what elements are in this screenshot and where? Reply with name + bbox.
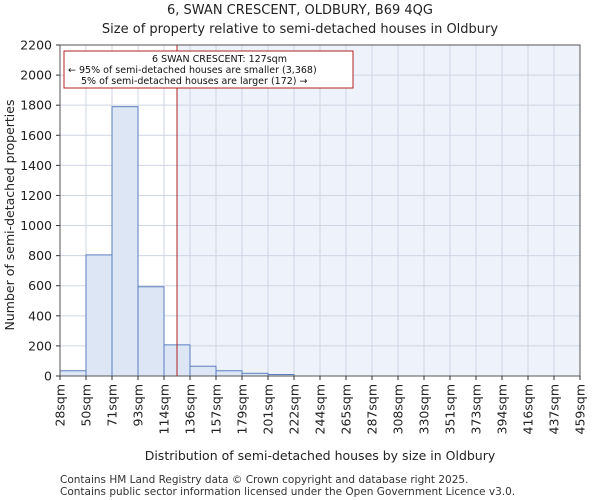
x-tick-label: 157sqm (209, 384, 224, 434)
bar (111, 106, 139, 377)
x-tick-label: 114sqm (157, 384, 172, 434)
y-tick-label: 0 (44, 369, 52, 384)
y-tick-label: 1600 (20, 128, 52, 143)
x-tick-label: 394sqm (495, 384, 510, 434)
chart-title: 6, SWAN CRESCENT, OLDBURY, B69 4QG (167, 3, 433, 18)
x-tick-label: 351sqm (443, 384, 458, 434)
y-tick-label: 400 (28, 308, 52, 323)
y-tick-label: 1000 (20, 218, 52, 233)
x-tick-label: 136sqm (183, 384, 198, 434)
x-tick-label: 93sqm (131, 384, 146, 427)
plot-area: 0 200 400 600 800 1000 1200 1400 1600 1800 2000 220… (20, 38, 587, 435)
y-axis-label: Number of semi-detached properties (2, 100, 17, 331)
y-tick-label: 600 (28, 278, 52, 293)
y-tick-label: 200 (28, 338, 52, 353)
footer-line-2: Contains public sector information licen… (60, 486, 515, 498)
x-tick-label: 179sqm (235, 384, 250, 434)
y-tick-label: 1200 (20, 188, 52, 203)
y-tick-label: 800 (28, 248, 52, 263)
x-tick-label: 71sqm (105, 384, 120, 427)
bar (215, 370, 243, 377)
annotation-line-1: 6 SWAN CRESCENT: 127sqm (152, 54, 287, 65)
x-tick-label: 265sqm (339, 384, 354, 434)
y-tick-label: 2000 (20, 68, 52, 83)
bar (59, 370, 87, 377)
annotation-line-3: 5% of semi-detached houses are larger (1… (81, 76, 308, 87)
x-tick-label: 416sqm (521, 384, 536, 434)
x-tick-label: 244sqm (313, 384, 328, 434)
x-tick-label: 459sqm (573, 384, 588, 434)
x-tick-label: 28sqm (53, 384, 68, 427)
larger-region-shade (177, 45, 580, 376)
footer-line-1: Contains HM Land Registry data © Crown c… (60, 474, 468, 486)
x-tick-label: 373sqm (469, 384, 484, 434)
annotation-line-2: ← 95% of semi-detached houses are smalle… (68, 65, 317, 76)
y-tick-label: 1400 (20, 158, 52, 173)
x-tick-label: 437sqm (547, 384, 562, 434)
chart-subtitle: Size of property relative to semi-detach… (102, 22, 498, 37)
x-tick-label: 330sqm (417, 384, 432, 434)
annotation-box (63, 50, 354, 89)
x-tick-label: 222sqm (287, 384, 302, 434)
x-axis-label: Distribution of semi-detached houses by … (145, 448, 496, 463)
y-tick-label: 1800 (20, 98, 52, 113)
bar (137, 286, 165, 377)
y-tick-label: 2200 (20, 38, 52, 53)
x-tick-label: 308sqm (391, 384, 406, 434)
bar (189, 365, 217, 377)
bar (85, 254, 113, 377)
x-tick-label: 50sqm (79, 384, 94, 427)
x-tick-label: 287sqm (365, 384, 380, 434)
x-tick-label: 201sqm (261, 384, 276, 434)
